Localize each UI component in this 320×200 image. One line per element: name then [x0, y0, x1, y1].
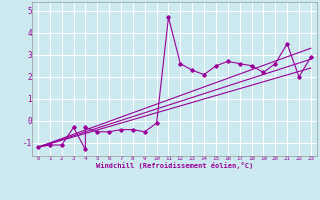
X-axis label: Windchill (Refroidissement éolien,°C): Windchill (Refroidissement éolien,°C)	[96, 162, 253, 169]
